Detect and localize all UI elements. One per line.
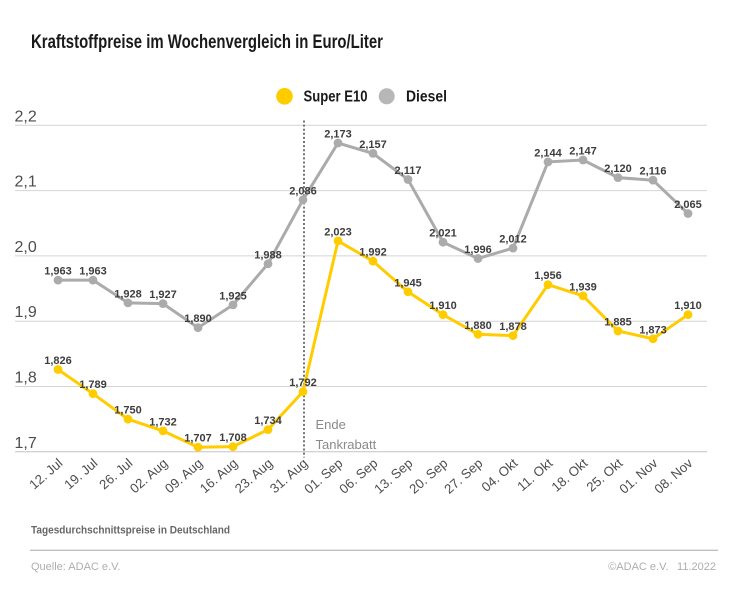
svg-text:1,963: 1,963 — [79, 266, 107, 278]
svg-text:1,945: 1,945 — [394, 277, 422, 289]
svg-text:2,116: 2,116 — [640, 166, 667, 178]
svg-text:2,086: 2,086 — [289, 185, 317, 197]
svg-text:2,0: 2,0 — [15, 239, 37, 256]
svg-text:1,925: 1,925 — [219, 290, 247, 302]
svg-text:2,2: 2,2 — [15, 108, 37, 125]
svg-text:1,734: 1,734 — [254, 415, 282, 427]
svg-text:1,880: 1,880 — [464, 320, 492, 332]
svg-text:1,910: 1,910 — [429, 300, 457, 312]
svg-text:2,147: 2,147 — [569, 146, 597, 158]
svg-text:2,157: 2,157 — [359, 139, 387, 151]
svg-text:1,878: 1,878 — [499, 321, 527, 333]
svg-text:1,789: 1,789 — [79, 379, 107, 391]
svg-text:1,890: 1,890 — [184, 313, 212, 325]
svg-text:2,021: 2,021 — [429, 228, 457, 240]
svg-text:2,144: 2,144 — [534, 147, 562, 159]
svg-text:1,885: 1,885 — [604, 317, 632, 329]
svg-text:1,927: 1,927 — [149, 289, 177, 301]
svg-text:1,8: 1,8 — [15, 370, 37, 387]
svg-text:1,750: 1,750 — [114, 405, 142, 417]
svg-text:2,117: 2,117 — [395, 165, 422, 177]
svg-text:1,988: 1,988 — [254, 249, 282, 261]
svg-text:1,873: 1,873 — [639, 324, 667, 336]
svg-text:Diesel: Diesel — [406, 89, 447, 106]
svg-text:Tagesdurchschnittspreise in De: Tagesdurchschnittspreise in Deutschland — [31, 525, 230, 537]
svg-text:1,963: 1,963 — [44, 266, 72, 278]
svg-text:©ADAC e.V. 11.2022: ©ADAC e.V. 11.2022 — [608, 561, 716, 573]
svg-text:Tankrabatt: Tankrabatt — [316, 437, 377, 452]
svg-text:1,732: 1,732 — [149, 416, 177, 428]
svg-text:1,928: 1,928 — [114, 288, 142, 300]
svg-text:1,996: 1,996 — [464, 244, 492, 256]
svg-text:1,708: 1,708 — [219, 432, 247, 444]
svg-text:1,826: 1,826 — [44, 355, 72, 367]
svg-text:2,012: 2,012 — [499, 234, 527, 246]
svg-text:Super E10: Super E10 — [304, 89, 368, 106]
svg-text:1,939: 1,939 — [569, 281, 597, 293]
svg-text:Quelle: ADAC e.V.: Quelle: ADAC e.V. — [31, 561, 120, 573]
svg-text:1,9: 1,9 — [15, 304, 37, 321]
svg-text:1,792: 1,792 — [289, 377, 317, 389]
svg-text:Kraftstoffpreise im Wochenverg: Kraftstoffpreise im Wochenvergleich in E… — [31, 32, 383, 53]
svg-text:2,065: 2,065 — [674, 199, 702, 211]
svg-text:2,120: 2,120 — [604, 163, 632, 175]
svg-text:Ende: Ende — [316, 417, 346, 432]
svg-text:2,023: 2,023 — [324, 226, 352, 238]
svg-text:1,956: 1,956 — [534, 270, 562, 282]
svg-text:2,173: 2,173 — [324, 129, 352, 141]
svg-text:2,1: 2,1 — [15, 174, 37, 191]
svg-text:1,910: 1,910 — [674, 300, 702, 312]
svg-text:1,992: 1,992 — [359, 247, 387, 259]
svg-text:1,7: 1,7 — [15, 435, 37, 452]
svg-text:1,707: 1,707 — [184, 433, 212, 445]
